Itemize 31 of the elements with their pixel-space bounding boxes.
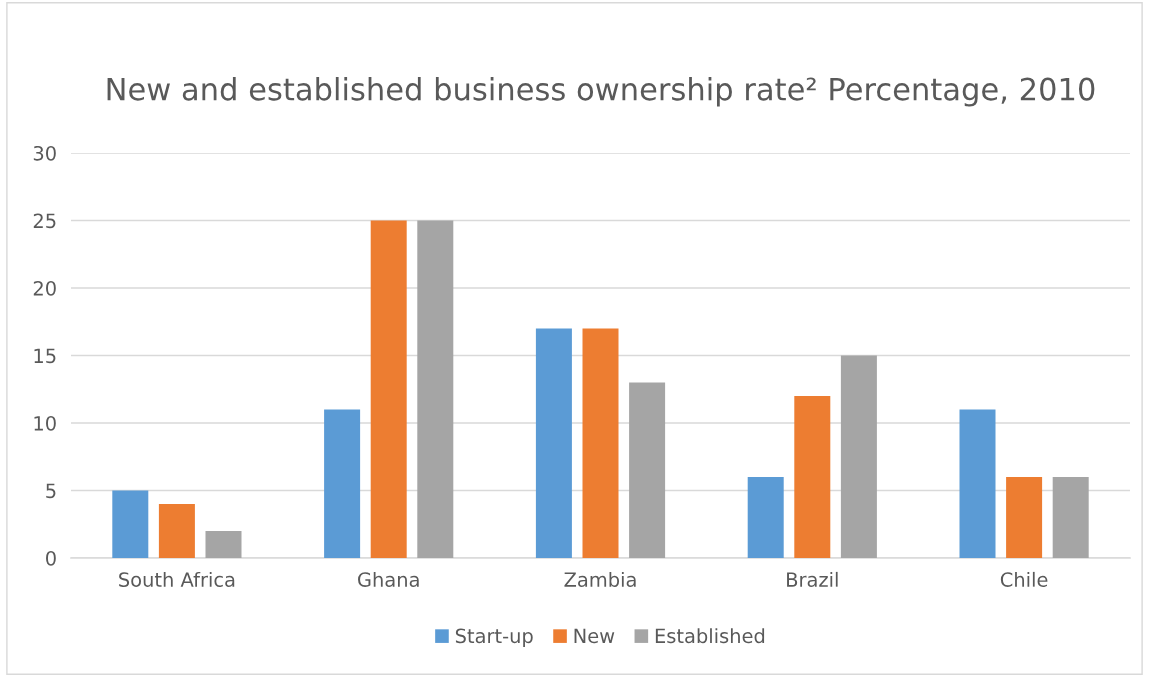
legend-label: New: [574, 628, 615, 644]
legend-label: Start-up: [455, 628, 533, 647]
y-tick-label: 5: [46, 483, 56, 499]
y-tick-label: 0: [46, 550, 56, 566]
x-tick-label: Chile: [1000, 571, 1048, 587]
y-tick-label: 20: [33, 280, 56, 296]
bar: [1006, 477, 1043, 558]
bar: [747, 477, 784, 558]
bar: [1052, 477, 1089, 558]
bar: [112, 490, 149, 558]
bar: [417, 220, 454, 558]
y-tick-label: 15: [34, 348, 56, 364]
bar: [794, 396, 831, 558]
bar: [535, 328, 572, 558]
x-tick-label: Ghana: [358, 571, 419, 587]
y-tick-label: 25: [33, 213, 56, 229]
bar: [840, 355, 877, 558]
bar: [205, 531, 242, 558]
x-tick-label: South Africa: [119, 571, 235, 587]
bar: [370, 220, 407, 558]
y-tick-label: 30: [33, 145, 56, 161]
chart-title: New and established business ownership rate² Percentage, 2010: [107, 77, 1095, 107]
x-tick-label: Brazil: [787, 571, 838, 587]
bar: [959, 409, 996, 558]
x-tick-label: Zambia: [564, 571, 636, 587]
bar: [582, 328, 619, 558]
bar: [629, 382, 666, 558]
bar: [324, 409, 361, 558]
y-tick-label: 10: [34, 415, 56, 431]
bar: [158, 504, 195, 558]
legend-label: Established: [655, 628, 765, 644]
